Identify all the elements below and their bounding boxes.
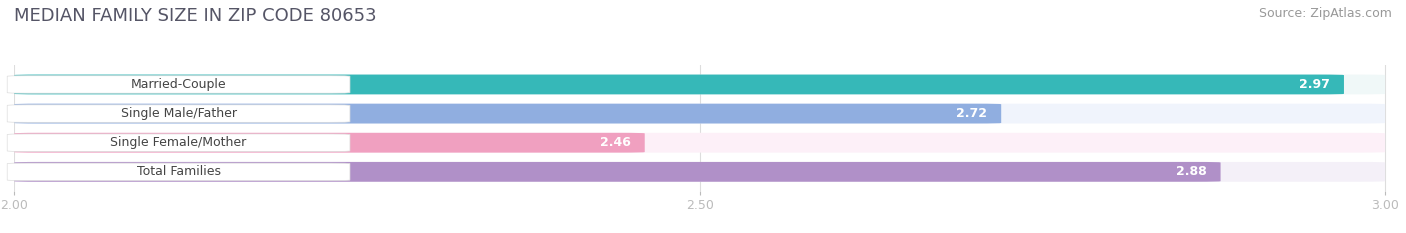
Text: 2.46: 2.46	[600, 136, 631, 149]
FancyBboxPatch shape	[7, 105, 350, 122]
Text: 2.72: 2.72	[956, 107, 987, 120]
Text: Single Female/Mother: Single Female/Mother	[111, 136, 246, 149]
Text: MEDIAN FAMILY SIZE IN ZIP CODE 80653: MEDIAN FAMILY SIZE IN ZIP CODE 80653	[14, 7, 377, 25]
FancyBboxPatch shape	[14, 133, 1385, 153]
Text: Total Families: Total Families	[136, 165, 221, 178]
Text: Married-Couple: Married-Couple	[131, 78, 226, 91]
FancyBboxPatch shape	[14, 75, 1385, 94]
FancyBboxPatch shape	[14, 162, 1385, 182]
Text: 2.97: 2.97	[1299, 78, 1330, 91]
Text: 2.88: 2.88	[1175, 165, 1206, 178]
FancyBboxPatch shape	[14, 133, 645, 153]
FancyBboxPatch shape	[7, 134, 350, 151]
Text: Source: ZipAtlas.com: Source: ZipAtlas.com	[1258, 7, 1392, 20]
FancyBboxPatch shape	[14, 104, 1385, 123]
FancyBboxPatch shape	[14, 162, 1220, 182]
FancyBboxPatch shape	[14, 104, 1001, 123]
Text: Single Male/Father: Single Male/Father	[121, 107, 236, 120]
FancyBboxPatch shape	[7, 76, 350, 93]
FancyBboxPatch shape	[7, 163, 350, 181]
FancyBboxPatch shape	[14, 75, 1344, 94]
